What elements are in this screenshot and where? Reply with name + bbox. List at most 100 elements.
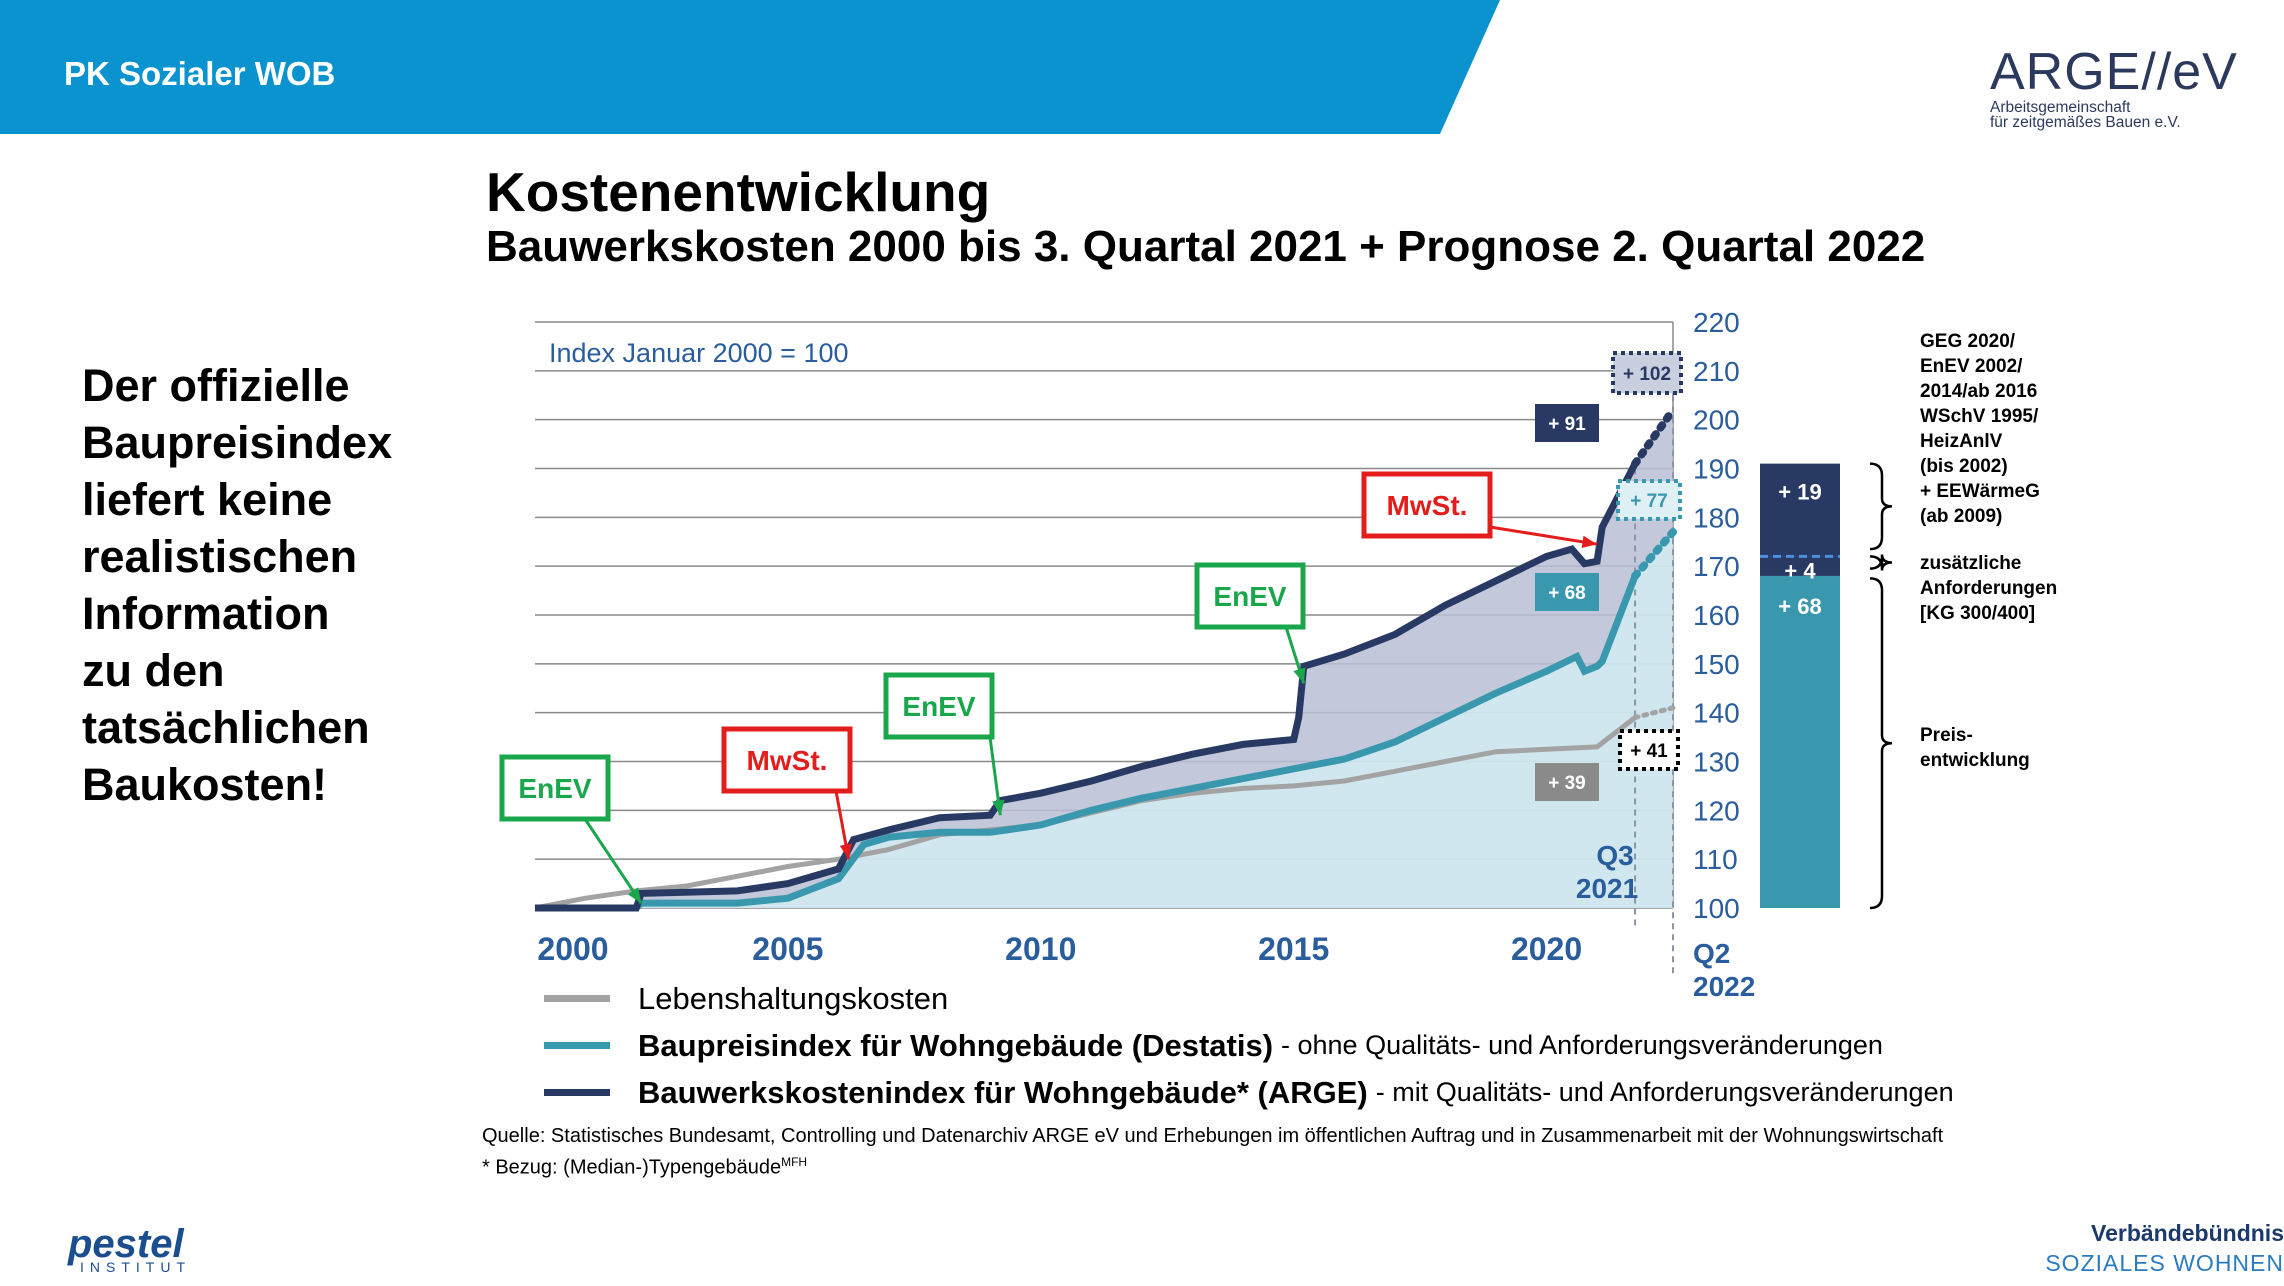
- source-note: Quelle: Statistisches Bundesamt, Control…: [482, 1123, 1943, 1181]
- value-label-box: [1535, 404, 1599, 442]
- value-label: + 68: [1548, 583, 1586, 604]
- arge-logo-text: ARGE//eV: [1990, 43, 2238, 101]
- annotation-arrow: [583, 818, 643, 904]
- q3-label: 2021: [1576, 873, 1638, 904]
- pestel-logo-name: pestel: [68, 1222, 184, 1266]
- q2-label: Q2: [1693, 938, 1730, 969]
- annotation-box: [1361, 471, 1493, 539]
- annotation-box: [883, 672, 995, 740]
- slide-title: Kostenentwicklung: [486, 161, 991, 223]
- source-reference: * Bezug: (Median-)Typengebäude: [482, 1156, 782, 1179]
- left-statement-line: realistischen: [82, 531, 358, 582]
- left-statement: Der offizielle Baupreisindex liefert kei…: [82, 357, 452, 813]
- y-tick-label: 120: [1693, 795, 1740, 826]
- annotation-label: EnEV: [1213, 581, 1286, 612]
- bracket-text: zusätzliche: [1920, 553, 2021, 574]
- legend-note: - ohne Qualitäts- und Anforderungsveränd…: [1281, 1030, 1883, 1060]
- header-title: PK Sozialer WOB: [64, 55, 336, 92]
- value-label: + 77: [1630, 491, 1668, 512]
- y-tick-label: 150: [1693, 649, 1740, 680]
- y-tick-label: 200: [1693, 405, 1740, 436]
- annotation-label: MwSt.: [747, 745, 828, 776]
- bracket-text: Anforderungen: [1920, 578, 2057, 599]
- bracket-text: WSchV 1995/: [1920, 406, 2039, 427]
- annotation-arrowhead: [839, 843, 853, 860]
- x-tick-label: 2015: [1258, 931, 1329, 967]
- y-tick-label: 220: [1693, 307, 1740, 338]
- legend-note: - mit Qualitäts- und Anforderungsverände…: [1375, 1077, 1954, 1107]
- annotation-arrowhead: [627, 887, 642, 904]
- source-sup: MFH: [781, 1155, 808, 1169]
- annotation-box: [1194, 562, 1306, 630]
- value-label-box: [1535, 763, 1599, 801]
- q3-label: Q3: [1596, 840, 1633, 871]
- bracket: [1869, 577, 1893, 910]
- arge-logo-line1: Arbeitsgemeinschaft: [1990, 99, 2131, 116]
- bracket-text: (ab 2009): [1920, 506, 2002, 527]
- bracket-text: Preis-: [1920, 725, 1973, 746]
- y-tick-label: 110: [1693, 844, 1738, 875]
- stack-bar-label: + 4: [1784, 558, 1816, 583]
- alliance-line1: Verbändebündnis: [2091, 1220, 2284, 1246]
- legend-item: Baupreisindex für Wohngebäude (Destatis)…: [544, 1022, 1954, 1069]
- y-tick-label: 190: [1693, 454, 1740, 485]
- bracket-text: GEG 2020/: [1920, 331, 2016, 352]
- bracket-text: + EEWärmeG: [1920, 481, 2040, 502]
- area-quality-gap: [535, 409, 1673, 908]
- stack-bar-label: + 68: [1778, 594, 1821, 619]
- left-statement-line: liefert keine: [82, 474, 333, 525]
- left-statement-line: zu den: [82, 645, 225, 696]
- bracket: [1869, 554, 1893, 571]
- y-tick-label: 160: [1693, 600, 1740, 631]
- area-price-index: [535, 532, 1673, 908]
- left-statement-line: tatsächlichen: [82, 702, 370, 753]
- pestel-logo-sub: INSTITUT: [80, 1259, 191, 1275]
- chart-legend: Lebenshaltungskosten Baupreisindex für W…: [544, 975, 1954, 1116]
- legend-label: Lebenshaltungskosten: [638, 980, 949, 1016]
- value-label-box: [1616, 479, 1682, 521]
- stack-bar-segment: [1760, 575, 1840, 908]
- left-statement-line: Der offizielle: [82, 360, 350, 411]
- y-tick-label: 170: [1693, 551, 1740, 582]
- legend-label: Baupreisindex für Wohngebäude (Destatis): [638, 1027, 1274, 1063]
- stack-bar-segment: [1760, 556, 1840, 576]
- bracket: [1869, 462, 1893, 551]
- y-tick-label: 100: [1693, 893, 1740, 924]
- index-note: Index Januar 2000 = 100: [549, 338, 849, 368]
- bracket-text: (bis 2002): [1920, 456, 2008, 477]
- value-label: + 41: [1630, 741, 1668, 762]
- y-tick-label: 180: [1693, 502, 1740, 533]
- value-label-box: [1618, 729, 1680, 771]
- x-tick-label: 2005: [752, 931, 823, 967]
- legend-swatch-navy: [544, 1089, 610, 1096]
- series-line-price-index: [535, 574, 1639, 912]
- annotation-arrow: [1489, 525, 1598, 546]
- bracket-text: [KG 300/400]: [1920, 603, 2035, 624]
- header-band: [0, 0, 1500, 134]
- arge-logo: ARGE//eV Arbeitsgemeinschaft für zeitgem…: [1990, 42, 2238, 132]
- x-tick-label: 2010: [1005, 931, 1076, 967]
- series-forecast-price-index: [1631, 528, 1677, 580]
- bracket-text: entwicklung: [1920, 750, 2030, 771]
- slide-subtitle: Bauwerkskosten 2000 bis 3. Quartal 2021 …: [486, 222, 1926, 271]
- annotation-box: [721, 726, 853, 794]
- alliance-line2: SOZIALES WOHNEN: [2045, 1250, 2284, 1276]
- y-tick-label: 140: [1693, 698, 1740, 729]
- stack-bar-segment: [1760, 463, 1840, 557]
- bracket-text: 2014/ab 2016: [1920, 381, 2037, 402]
- bracket-text: EnEV 2002/: [1920, 356, 2023, 377]
- series-line-cost-index: [535, 461, 1639, 912]
- value-label-box: [1535, 573, 1599, 611]
- q2-label: 2022: [1693, 971, 1755, 1002]
- legend-item: Bauwerkskostenindex für Wohngebäude* (AR…: [544, 1069, 1954, 1116]
- stack-bar-label: + 19: [1778, 480, 1821, 505]
- series-forecast-cost-index: [1631, 405, 1677, 468]
- annotation-label: MwSt.: [1387, 490, 1468, 521]
- value-label-box: [1611, 351, 1683, 395]
- alliance-logo: Verbändebündnis SOZIALES WOHNEN: [1984, 1220, 2284, 1277]
- left-statement-line: Baukosten!: [82, 759, 328, 810]
- source-line: * Bezug: (Median-)TypengebäudeMFH: [482, 1149, 1943, 1181]
- y-tick-label: 130: [1693, 747, 1740, 778]
- annotation-label: EnEV: [902, 691, 975, 722]
